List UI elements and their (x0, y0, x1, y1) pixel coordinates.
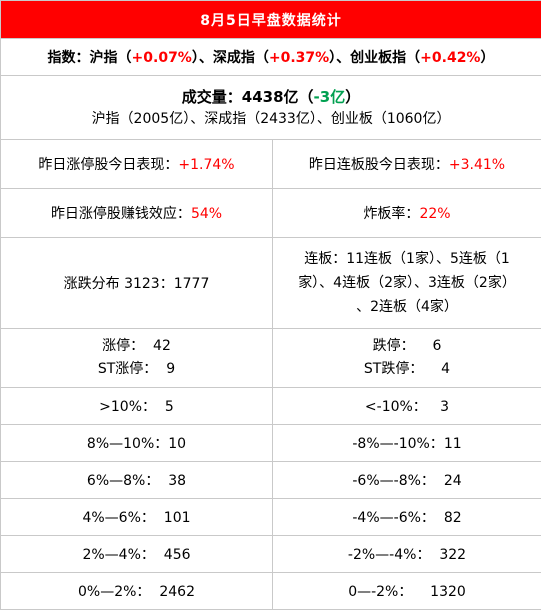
consecutive-line: 连板：11连板（1家）、5连板（1 (279, 247, 535, 271)
up-band-cell: 2%—4%： 456 (1, 536, 273, 573)
consecutive-performance: 昨日连板股今日表现：+3.41% (273, 140, 541, 189)
st-limit-down-label: ST跌停： (364, 361, 423, 377)
broken-rate-value: 22% (419, 206, 450, 222)
volume-change: -3亿 (314, 88, 346, 106)
stats-sheet: 8月5日早盘数据统计 指数：沪指（+0.07%）、深成指（+0.37%）、创业板… (0, 0, 541, 593)
down-band-cell: -4%—-6%： 82 (273, 499, 541, 536)
down-band-value: 11 (444, 436, 462, 452)
rise-fall-distribution: 涨跌分布 3123：1777 (1, 238, 273, 329)
st-limit-down-value: 4 (441, 361, 450, 377)
page-title: 8月5日早盘数据统计 (1, 1, 541, 39)
down-band-label: -4%—-6%： (352, 510, 435, 526)
volume-detail: 沪指（2005亿）、深成指（2433亿）、创业板（1060亿） (1, 108, 541, 130)
down-band-value: 1320 (430, 584, 466, 600)
down-band-cell: -6%—-8%： 24 (273, 462, 541, 499)
down-band-label: <-10%： (365, 399, 427, 415)
down-band-label: -2%—-4%： (348, 547, 431, 563)
down-band-cell: <-10%： 3 (273, 388, 541, 425)
limit-up-line: 涨停： 42 (1, 335, 272, 358)
money-effect-value: 54% (191, 206, 222, 222)
up-band-cell: 8%—10%：10 (1, 425, 273, 462)
down-band-value: 82 (444, 510, 462, 526)
down-band-label: -6%—-8%： (352, 473, 435, 489)
down-band-cell: 0—-2%： 1320 (273, 573, 541, 610)
down-band-label: -8%—-10%： (352, 436, 443, 452)
consecutive-line: 家）、4连板（2家）、3连板（2家） (279, 271, 535, 295)
consecutive-board-list: 连板：11连板（1家）、5连板（1 家）、4连板（2家）、3连板（2家） 、2连… (273, 238, 541, 329)
consecutive-performance-value: +3.41% (449, 157, 505, 173)
up-band-value: 5 (165, 399, 174, 415)
limit-up-label: 涨停： (102, 338, 144, 354)
up-band-value: 101 (164, 510, 191, 526)
limit-down-line: 跌停： 6 (273, 335, 541, 358)
index-suffix-cyb: ） (480, 50, 494, 66)
volume-label: 成交量：4438亿（ (182, 88, 314, 106)
consecutive-performance-label: 昨日连板股今日表现： (309, 157, 449, 173)
broken-rate-label: 炸板率： (363, 206, 419, 222)
limit-row: 涨停： 42 ST涨停： 9 跌停： 6 ST跌停： 4 (1, 329, 541, 388)
volume-close: ） (345, 88, 360, 106)
up-band-label: >10%： (99, 399, 156, 415)
up-band-value: 2462 (159, 584, 195, 600)
money-effect: 昨日涨停股赚钱效应：54% (1, 189, 273, 238)
up-band-label: 4%—6%： (82, 510, 154, 526)
down-band-label: 0—-2%： (348, 584, 412, 600)
limit-up-value: 42 (153, 338, 171, 354)
up-band-value: 38 (168, 473, 186, 489)
limit-up-cell: 涨停： 42 ST涨停： 9 (1, 329, 273, 388)
band-row: >10%： 5 <-10%： 3 (1, 388, 541, 425)
band-row: 2%—4%： 456 -2%—-4%： 322 (1, 536, 541, 573)
index-label: 指数： (48, 50, 90, 66)
st-limit-up-line: ST涨停： 9 (1, 358, 272, 381)
volume-row: 成交量：4438亿（-3亿） 沪指（2005亿）、深成指（2433亿）、创业板（… (1, 76, 541, 140)
index-name-cyb: 创业板指（ (350, 50, 420, 66)
index-name-sh: 沪指（ (90, 50, 132, 66)
up-band-label: 6%—8%： (87, 473, 159, 489)
up-band-cell: >10%： 5 (1, 388, 273, 425)
up-band-value: 456 (164, 547, 191, 563)
distribution-row: 涨跌分布 3123：1777 连板：11连板（1家）、5连板（1 家）、4连板（… (1, 238, 541, 329)
index-row: 指数：沪指（+0.07%）、深成指（+0.37%）、创业板指（+0.42%） (1, 39, 541, 76)
band-row: 4%—6%： 101 -4%—-6%： 82 (1, 499, 541, 536)
up-band-label: 2%—4%： (82, 547, 154, 563)
index-value-cyb: +0.42% (420, 50, 480, 66)
limit-up-performance-label: 昨日涨停股今日表现： (38, 157, 178, 173)
limit-up-performance: 昨日涨停股今日表现：+1.74% (1, 140, 273, 189)
performance-row: 昨日涨停股今日表现：+1.74% 昨日连板股今日表现：+3.41% (1, 140, 541, 189)
index-suffix-sz: ）、 (329, 50, 350, 66)
down-band-value: 3 (440, 399, 449, 415)
up-band-cell: 6%—8%： 38 (1, 462, 273, 499)
band-row: 6%—8%： 38 -6%—-8%： 24 (1, 462, 541, 499)
st-limit-up-label: ST涨停： (98, 361, 157, 377)
index-name-sz: 深成指（ (213, 50, 269, 66)
limit-down-cell: 跌停： 6 ST跌停： 4 (273, 329, 541, 388)
st-limit-down-line: ST跌停： 4 (273, 358, 541, 381)
up-band-cell: 4%—6%： 101 (1, 499, 273, 536)
money-effect-label: 昨日涨停股赚钱效应： (51, 206, 191, 222)
index-value-sz: +0.37% (269, 50, 329, 66)
consecutive-line: 、2连板（4家） (279, 295, 535, 319)
down-band-cell: -2%—-4%： 322 (273, 536, 541, 573)
index-cell: 指数：沪指（+0.07%）、深成指（+0.37%）、创业板指（+0.42%） (1, 39, 541, 76)
up-band-label: 0%—2%： (78, 584, 150, 600)
down-band-value: 24 (444, 473, 462, 489)
index-suffix-sh: ）、 (192, 50, 213, 66)
down-band-cell: -8%—-10%：11 (273, 425, 541, 462)
limit-down-value: 6 (432, 338, 441, 354)
up-band-cell: 0%—2%： 2462 (1, 573, 273, 610)
broken-rate: 炸板率：22% (273, 189, 541, 238)
index-value-sh: +0.07% (132, 50, 192, 66)
band-row: 8%—10%：10 -8%—-10%：11 (1, 425, 541, 462)
up-band-value: 10 (168, 436, 186, 452)
up-band-label: 8%—10%： (87, 436, 168, 452)
st-limit-up-value: 9 (166, 361, 175, 377)
volume-total: 成交量：4438亿（-3亿） (1, 86, 541, 108)
volume-cell: 成交量：4438亿（-3亿） 沪指（2005亿）、深成指（2433亿）、创业板（… (1, 76, 541, 140)
effect-row: 昨日涨停股赚钱效应：54% 炸板率：22% (1, 189, 541, 238)
limit-down-label: 跌停： (373, 338, 415, 354)
band-row: 0%—2%： 2462 0—-2%： 1320 (1, 573, 541, 610)
limit-up-performance-value: +1.74% (178, 157, 234, 173)
down-band-value: 322 (439, 547, 466, 563)
